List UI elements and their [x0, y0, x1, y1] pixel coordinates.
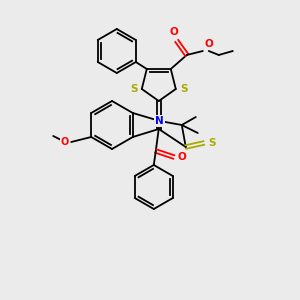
Text: O: O — [205, 39, 214, 49]
Text: S: S — [180, 84, 187, 94]
Text: S: S — [208, 138, 215, 148]
Text: N: N — [155, 116, 164, 126]
Text: O: O — [169, 27, 178, 37]
Text: S: S — [130, 84, 138, 94]
Text: O: O — [61, 137, 69, 147]
Text: O: O — [178, 152, 187, 162]
